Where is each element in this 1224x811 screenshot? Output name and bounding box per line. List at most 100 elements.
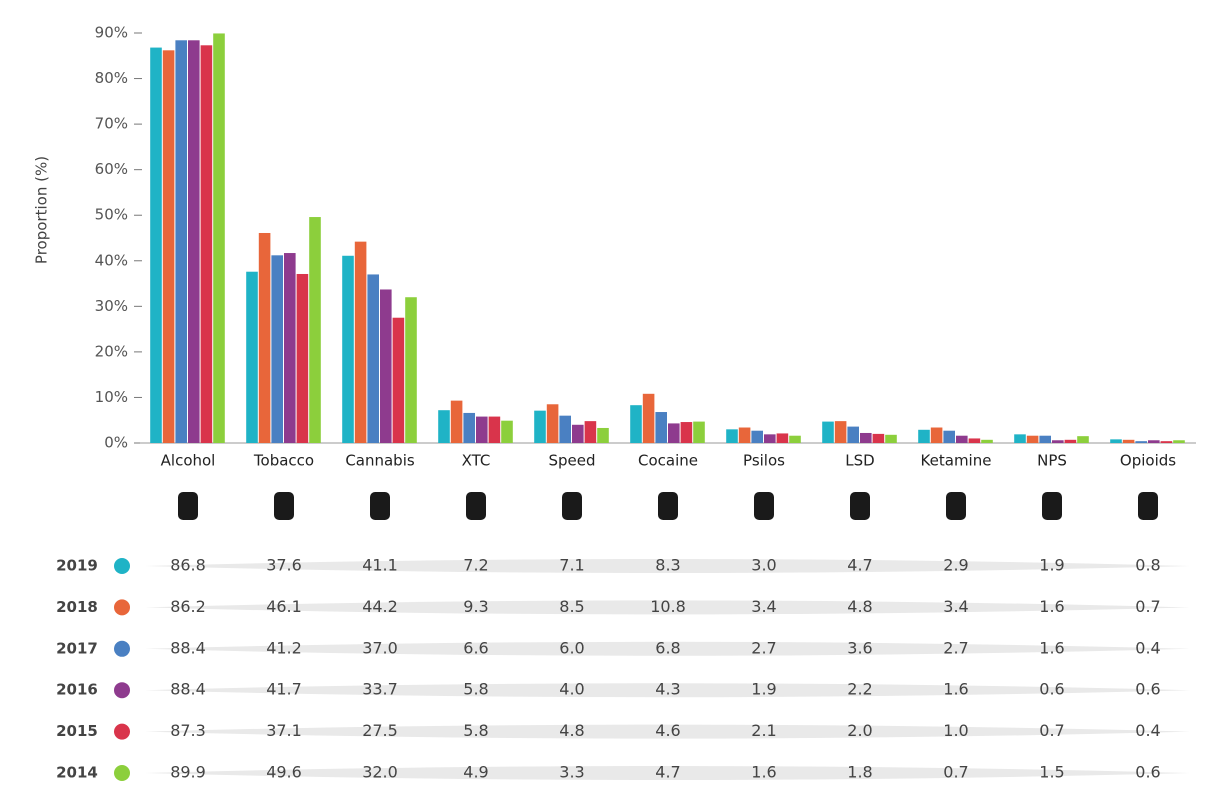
y-tick-label: 0% (104, 434, 128, 452)
table-cell: 49.6 (266, 763, 302, 782)
row-band (145, 683, 1190, 698)
table-cell: 27.5 (362, 721, 398, 740)
table-cell: 88.4 (170, 638, 206, 657)
bar (872, 433, 885, 443)
table-cell: 1.6 (1039, 638, 1064, 657)
x-tick-label: Cocaine (638, 452, 698, 470)
table-cell: 33.7 (362, 680, 398, 699)
bar (438, 410, 450, 443)
x-tick-label: Cannabis (345, 452, 415, 470)
y-tick-label: 70% (95, 115, 128, 133)
row-band (145, 641, 1190, 656)
table-cell: 4.9 (463, 763, 488, 782)
bar (1148, 440, 1160, 443)
bar (764, 434, 776, 443)
bar (584, 421, 597, 443)
bar (930, 427, 943, 443)
table-cell: 86.8 (170, 556, 206, 575)
bar (175, 40, 187, 444)
table-cell: 4.8 (847, 597, 872, 616)
table-cell: 0.6 (1135, 763, 1160, 782)
table-cell: 0.7 (1039, 721, 1064, 740)
table-cell: 1.9 (1039, 556, 1064, 575)
bar (822, 421, 834, 443)
table-cell: 4.6 (655, 721, 680, 740)
year-dot (114, 723, 130, 740)
category-icon (946, 492, 966, 520)
bar (188, 40, 200, 444)
year-dot (114, 558, 130, 574)
bar (726, 429, 738, 443)
bar (1135, 441, 1147, 443)
table-cell: 7.2 (463, 556, 488, 575)
row-band (145, 724, 1190, 739)
category-icon (274, 492, 294, 520)
bar (162, 50, 175, 444)
y-tick-label: 40% (95, 251, 128, 269)
table-cell: 7.1 (559, 556, 584, 575)
bar (1014, 434, 1026, 443)
table-cell: 2.0 (847, 721, 872, 740)
table-cell: 3.3 (559, 763, 584, 782)
row-year: 2017 (56, 639, 98, 657)
bar (1039, 435, 1051, 443)
bar (534, 410, 546, 443)
table-cell: 2.9 (943, 556, 968, 575)
x-tick-label: Psilos (743, 452, 785, 470)
bar (943, 430, 955, 443)
row-band (145, 559, 1190, 573)
table-cell: 1.6 (943, 680, 968, 699)
table-cell: 44.2 (362, 597, 398, 616)
table-cell: 87.3 (170, 721, 206, 740)
row-year: 2016 (56, 681, 98, 699)
bar (968, 438, 981, 443)
bar (392, 317, 405, 443)
bar (597, 427, 609, 443)
table-cell: 4.7 (655, 763, 680, 782)
table-cell: 32.0 (362, 763, 398, 782)
category-icon (1138, 492, 1158, 520)
table-cell: 3.0 (751, 556, 776, 575)
table-cell: 37.0 (362, 638, 398, 657)
table-cell: 4.7 (847, 556, 872, 575)
y-axis-label: Proportion (%) (33, 156, 51, 264)
table-cell: 37.6 (266, 556, 302, 575)
table-cell: 89.9 (170, 763, 206, 782)
y-tick-label: 90% (95, 24, 128, 42)
row-band (145, 766, 1190, 780)
table-cell: 6.8 (655, 638, 680, 657)
table-cell: 0.7 (1135, 597, 1160, 616)
bar (1173, 440, 1185, 443)
bar (885, 434, 897, 443)
bar (213, 33, 225, 443)
bar (200, 45, 213, 444)
bar (956, 435, 968, 443)
table-cell: 8.3 (655, 556, 680, 575)
table-cell: 2.1 (751, 721, 776, 740)
bar (1160, 441, 1173, 443)
y-tick-label: 30% (95, 297, 128, 315)
table-cell: 41.7 (266, 680, 302, 699)
bar (342, 255, 354, 443)
y-tick-label: 80% (95, 69, 128, 87)
y-tick-label: 20% (95, 342, 128, 360)
row-year: 2014 (56, 764, 98, 782)
bar (309, 217, 321, 443)
table-cell: 1.8 (847, 763, 872, 782)
bar (834, 421, 847, 443)
table-cell: 4.0 (559, 680, 584, 699)
category-icon (1042, 492, 1062, 520)
bar (296, 273, 309, 443)
bar (1122, 439, 1135, 443)
x-tick-label: Tobacco (253, 452, 314, 470)
table-cell: 1.6 (1039, 597, 1064, 616)
row-year: 2018 (56, 598, 98, 616)
bar (630, 405, 642, 443)
bar (1110, 439, 1122, 443)
table-cell: 2.7 (751, 638, 776, 657)
bar (789, 435, 801, 443)
category-icon (178, 492, 198, 520)
bar (776, 433, 789, 443)
bar (380, 289, 392, 443)
